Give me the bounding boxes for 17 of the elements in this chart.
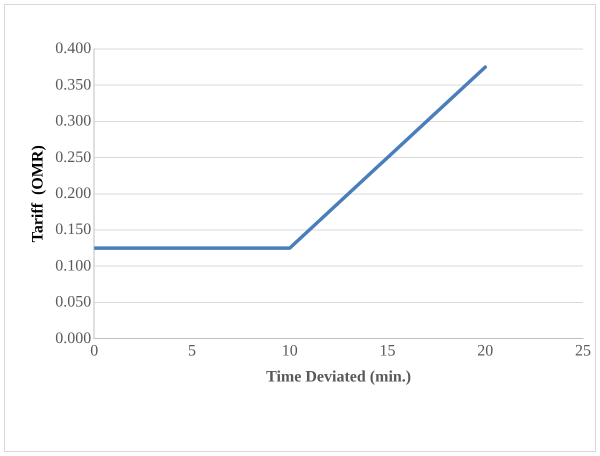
y-tick-label: 0.050 [55,294,92,311]
y-tick-label: 0.400 [55,40,92,58]
y-tick-label: 0.350 [55,76,92,94]
y-tick-label: 0.150 [55,221,92,238]
x-tick-label: 25 [575,342,591,360]
x-tick-label: 15 [379,342,396,360]
y-tick-label: 0.000 [55,330,92,347]
x-tick-label: 5 [188,342,196,360]
x-tick-label: 0 [90,342,98,360]
x-tick-label: 20 [477,342,494,360]
x-tick-label: 10 [282,342,298,360]
y-tick-label: 0.100 [55,257,92,274]
y-tick-label: 0.250 [55,148,92,166]
y-tick-label: 0.200 [55,185,92,202]
x-axis-title: Time Deviated (min.) [266,368,412,386]
y-axis-title: Tariff (OMR) [30,145,47,242]
y-tick-label: 0.300 [55,112,92,130]
